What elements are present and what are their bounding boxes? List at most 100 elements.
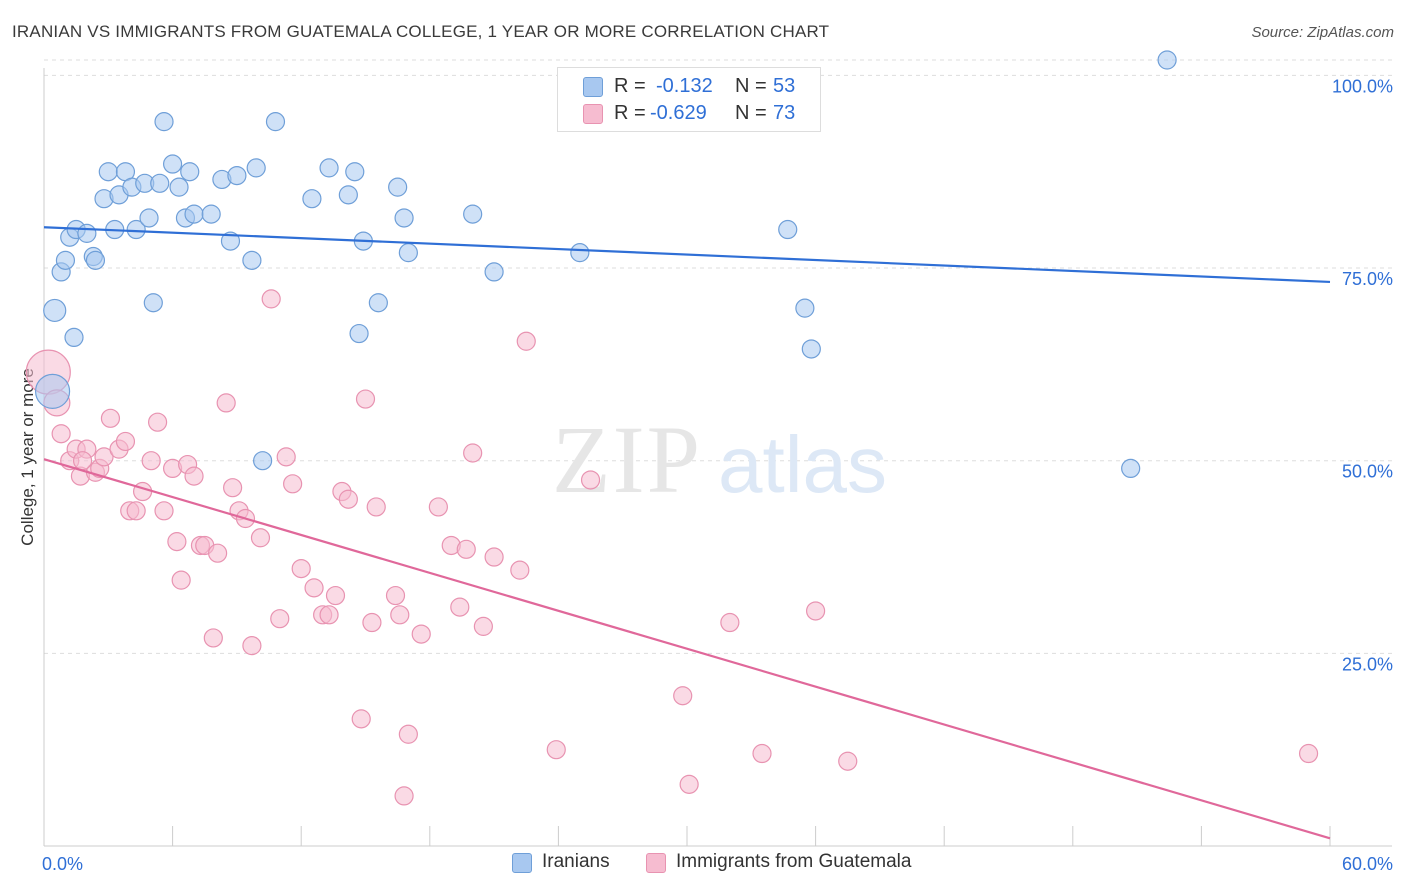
chart-title: IRANIAN VS IMMIGRANTS FROM GUATEMALA COL… — [12, 22, 830, 41]
guatemala-point — [147, 412, 168, 432]
legend-row-guatemala: R = -0.629 N = 73 — [558, 101, 820, 127]
iranian-point — [463, 204, 483, 224]
iranian-point — [154, 112, 174, 132]
guatemala-point — [184, 466, 204, 486]
guatemala-point — [72, 451, 93, 471]
guatemala-point — [720, 612, 740, 633]
guatemala-point — [679, 774, 699, 794]
guatemala-point — [463, 443, 483, 463]
guatemala-point — [167, 532, 187, 552]
iranian-point — [246, 158, 266, 178]
iranian-point — [1121, 458, 1141, 479]
iranian-point — [126, 219, 146, 240]
iranian-point — [801, 339, 821, 359]
iranian-trend-line — [43, 226, 1331, 284]
y-tick-label: 75.0% — [1342, 269, 1393, 289]
guatemala-point — [154, 501, 174, 521]
legend-n-value: 53 — [773, 75, 796, 97]
watermark-zip: ZIP — [552, 406, 702, 513]
iranian-point — [180, 162, 200, 182]
guatemala-point — [398, 724, 418, 744]
iranian-point — [77, 223, 97, 243]
legend-series-label: Immigrants from Guatemala — [676, 851, 912, 872]
guatemala-point — [546, 740, 566, 760]
iranian-point — [43, 298, 67, 323]
guatemala-point — [385, 585, 406, 606]
iranian-point — [345, 162, 365, 182]
iranian-point — [85, 250, 106, 270]
guatemala-point — [100, 408, 121, 428]
guatemala-point — [838, 751, 858, 771]
trend-lines — [43, 226, 1331, 840]
guatemala-point — [456, 539, 476, 559]
iranian-point — [201, 204, 221, 224]
guatemala-point — [390, 605, 410, 625]
iranian-point — [368, 293, 388, 313]
legend-swatch-blue — [583, 77, 603, 97]
guatemala-point — [126, 501, 146, 521]
iranian-point — [184, 204, 204, 224]
iranian-point — [64, 327, 84, 348]
iranian-point — [388, 177, 408, 197]
legend-n-value: 73 — [773, 102, 796, 124]
iranian-point — [150, 173, 170, 193]
legend-n-label: N = — [735, 75, 767, 97]
guatemala-point — [450, 597, 470, 617]
guatemala-point — [325, 585, 346, 606]
guatemala-point — [355, 389, 376, 409]
guatemala-point — [94, 447, 114, 467]
guatemala-point — [411, 624, 431, 644]
guatemala-point — [805, 601, 826, 621]
guatemala-point — [291, 558, 311, 579]
guatemala-point — [673, 686, 693, 706]
guatemala-points — [25, 289, 1319, 806]
axes — [43, 68, 1392, 847]
iranian-point — [484, 262, 504, 282]
x-tick-label: 60.0% — [1342, 854, 1393, 874]
gridlines — [44, 59, 1392, 654]
iranian-point — [302, 189, 322, 209]
guatemala-point — [242, 636, 262, 656]
iranian-point — [34, 373, 71, 409]
y-tick-label: 25.0% — [1342, 654, 1393, 674]
legend-swatch-blue — [512, 853, 532, 873]
legend-series-label: Iranians — [542, 851, 610, 872]
guatemala-trend-line — [43, 458, 1331, 840]
x-tick-label: 0.0% — [42, 854, 83, 874]
guatemala-point — [1298, 743, 1319, 764]
legend-r-value: -0.629 — [650, 102, 707, 124]
guatemala-point — [362, 612, 382, 633]
guatemala-point — [208, 543, 228, 563]
watermark-atlas: atlas — [718, 420, 887, 509]
iranian-point — [570, 243, 590, 263]
guatemala-point — [216, 393, 236, 413]
legend-r-value: -0.132 — [656, 75, 713, 97]
legend-r-label: R = — [614, 102, 646, 124]
guatemala-point — [261, 289, 281, 309]
guatemala-point — [366, 497, 386, 517]
guatemala-point — [51, 424, 71, 444]
legend-row-iranians: R = -0.132 N = 53 — [558, 74, 820, 100]
guatemala-point — [115, 431, 136, 452]
y-tick-label: 50.0% — [1342, 462, 1393, 482]
iranian-point — [220, 231, 241, 251]
iranian-point — [319, 158, 339, 178]
legend-r-label: R = — [614, 75, 646, 97]
iranian-point — [143, 293, 163, 313]
iranian-point — [98, 162, 118, 182]
guatemala-point — [752, 743, 772, 764]
guatemala-point — [351, 709, 371, 729]
iranian-point — [778, 219, 798, 240]
iranian-point — [139, 208, 159, 228]
iranian-point — [394, 208, 414, 228]
iranian-point — [1157, 50, 1177, 70]
guatemala-point — [250, 528, 271, 548]
tick-labels: 25.0% 50.0% 75.0% 100.0% 0.0% 60.0% — [42, 76, 1393, 874]
guatemala-point — [394, 786, 414, 806]
legend-n-label: N = — [735, 102, 767, 124]
guatemala-point — [223, 478, 243, 498]
guatemala-point — [283, 474, 303, 494]
guatemala-point — [270, 609, 290, 629]
guatemala-point — [473, 616, 493, 636]
